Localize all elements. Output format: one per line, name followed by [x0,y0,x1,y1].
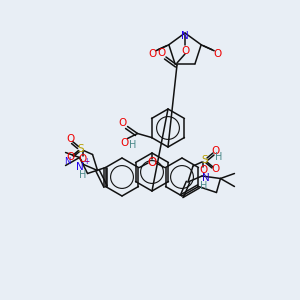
Text: O: O [211,146,219,156]
Text: O: O [157,48,165,58]
Text: O: O [199,165,207,175]
Text: S: S [77,143,84,154]
Text: O: O [149,49,157,59]
Text: O: O [120,137,129,148]
Text: H: H [215,152,223,162]
Text: O: O [147,157,157,169]
Text: O: O [118,118,127,128]
Text: N: N [76,161,83,172]
Text: S: S [202,155,208,165]
Text: O: O [66,134,75,145]
Text: N: N [181,31,189,41]
Text: O: O [66,152,75,163]
Text: O: O [213,49,221,59]
Text: N: N [64,157,71,166]
Text: +: + [83,157,90,166]
Text: O: O [181,46,189,56]
Text: O: O [78,154,87,164]
Text: H: H [79,169,86,179]
Text: N: N [202,173,210,183]
Text: H: H [200,181,208,191]
Text: O: O [211,164,219,174]
Text: H: H [129,140,136,151]
Text: -: - [86,157,89,166]
